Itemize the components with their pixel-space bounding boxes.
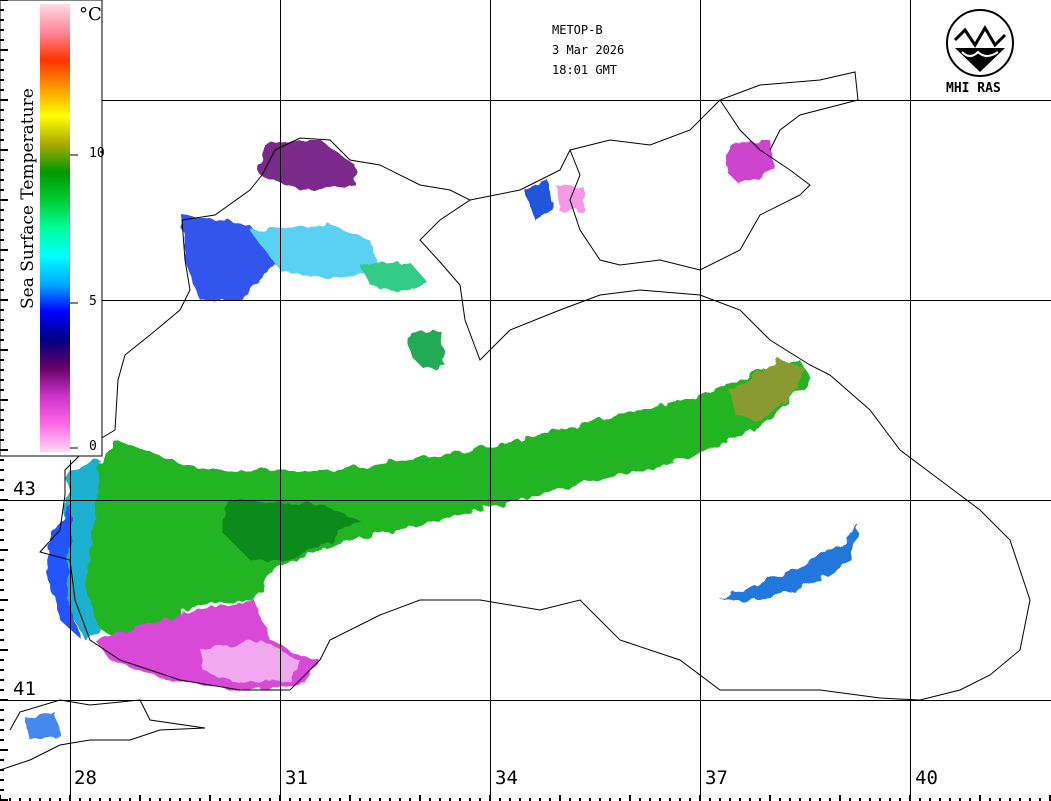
latitude-label-43: 43 xyxy=(13,478,36,500)
bottom-ruler xyxy=(0,795,1051,801)
satellite-name: METOP-B xyxy=(552,23,603,37)
image-date: 3 Mar 2026 xyxy=(552,43,625,57)
longitude-label-40: 40 xyxy=(915,767,938,789)
sst-cold-light xyxy=(200,640,300,684)
sst-odessa-bay xyxy=(260,140,355,190)
sst-field xyxy=(25,140,860,740)
image-time: 18:01 GMT xyxy=(552,63,618,77)
sst-nw-shelf-green xyxy=(360,262,430,292)
longitude-label-31: 31 xyxy=(285,767,308,789)
colorbar-tick-0: 0 xyxy=(89,439,97,454)
sst-warm-core xyxy=(220,500,360,560)
sst-nw-shelf-cyan xyxy=(250,225,380,280)
sst-marmara xyxy=(25,712,60,740)
mhi-ras-logo-icon xyxy=(946,9,1014,77)
sst-azov-magenta xyxy=(725,140,775,185)
crimea-coast xyxy=(469,71,859,271)
colorbar-tick-5: 5 xyxy=(89,294,97,309)
colorbar-title: Sea Surface Temperature xyxy=(18,88,38,309)
longitude-label-34: 34 xyxy=(495,767,518,789)
longitude-label-28: 28 xyxy=(74,767,97,789)
sst-west-edge-blue xyxy=(45,505,82,640)
longitude-label-37: 37 xyxy=(705,767,728,789)
logo-text: MHI RAS xyxy=(946,81,1001,96)
sst-azov-blue xyxy=(525,180,552,220)
colorbar-tick-10: 10 xyxy=(89,146,105,161)
sst-nw-shelf-blue xyxy=(182,215,280,300)
coastline xyxy=(39,137,1031,701)
sst-east-scatter xyxy=(720,525,860,600)
sst-east-patch xyxy=(730,360,805,420)
left-ruler xyxy=(0,0,8,801)
latitude-label-41: 41 xyxy=(13,678,36,700)
azov-coast xyxy=(569,99,721,151)
colorbar xyxy=(40,4,70,452)
sst-azov-pink xyxy=(555,185,585,212)
sst-north-scatter xyxy=(405,330,445,370)
colorbar-unit: °C xyxy=(79,4,102,25)
